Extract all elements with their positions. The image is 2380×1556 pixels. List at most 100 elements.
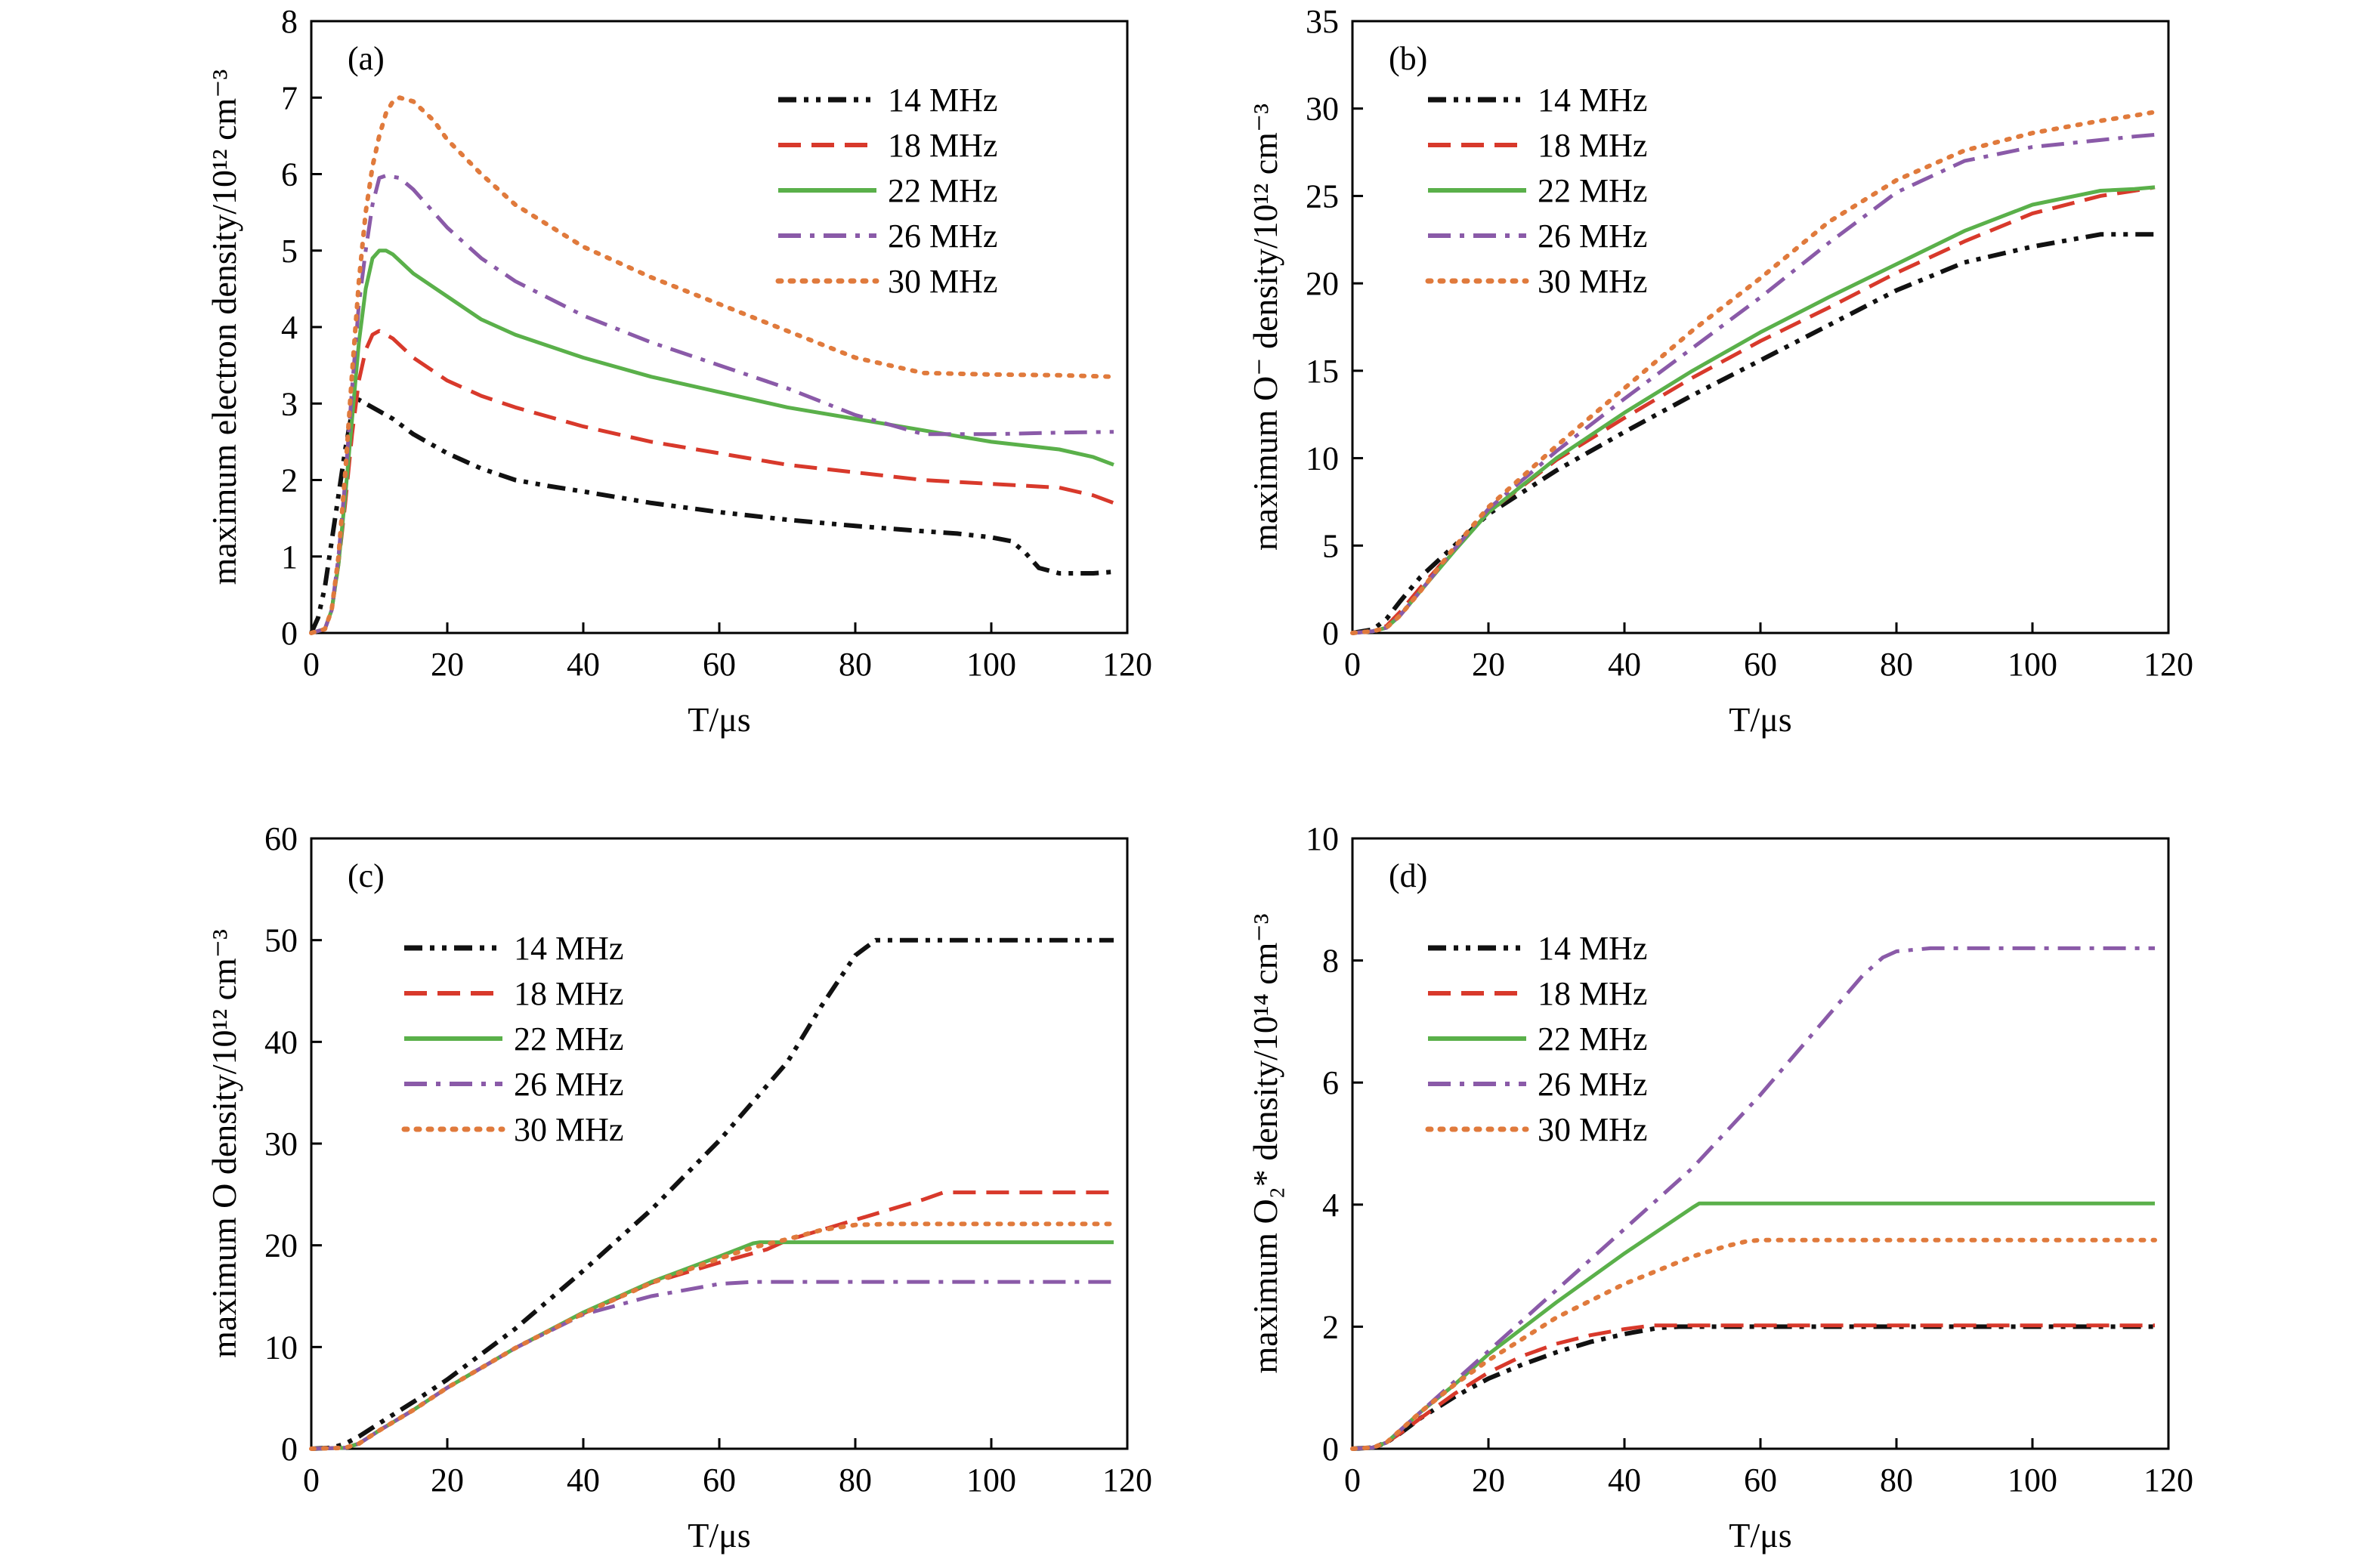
plot-frame bbox=[1351, 837, 2170, 1450]
y-tick-label: 0 bbox=[281, 1431, 298, 1468]
y-tick-label: 5 bbox=[1322, 527, 1339, 564]
x-axis-title: T/μs bbox=[1729, 1516, 1791, 1554]
series-line-26-mhz bbox=[311, 1280, 1114, 1451]
x-axis-title: T/μs bbox=[688, 1516, 750, 1554]
series-line-14-mhz bbox=[1352, 232, 2155, 635]
series-line-14-mhz bbox=[311, 937, 1114, 1451]
y-tick-label: 1 bbox=[281, 539, 298, 576]
legend-label: 26 MHz bbox=[888, 218, 997, 255]
y-tick-label: 2 bbox=[1322, 1308, 1339, 1345]
legend-label: 22 MHz bbox=[888, 172, 997, 209]
series-line-14-mhz bbox=[309, 397, 1114, 634]
x-tick-label: 100 bbox=[966, 646, 1016, 683]
x-axis-title: T/μs bbox=[688, 700, 750, 739]
legend-label: 18 MHz bbox=[514, 975, 623, 1012]
x-tick-label: 100 bbox=[966, 1462, 1016, 1499]
x-tick-label: 120 bbox=[2144, 646, 2193, 683]
x-tick-label: 0 bbox=[1344, 646, 1361, 683]
series-line-14-mhz bbox=[1352, 1324, 2155, 1451]
y-tick-label: 4 bbox=[281, 309, 298, 346]
y-tick-label: 6 bbox=[281, 156, 298, 193]
x-tick-label: 40 bbox=[567, 1462, 600, 1499]
legend-label: 14 MHz bbox=[514, 930, 623, 967]
y-tick-label: 25 bbox=[1306, 178, 1339, 215]
legend: 14 MHz 18 MHz 22 MHz 26 MHz 30 MHz bbox=[775, 82, 997, 300]
x-tick-label: 20 bbox=[1472, 646, 1505, 683]
x-tick-label: 60 bbox=[703, 646, 736, 683]
plot-frame bbox=[1351, 20, 2170, 634]
panel-label: (c) bbox=[348, 857, 385, 894]
x-tick-label: 100 bbox=[2008, 1462, 2057, 1499]
x-tick-label: 120 bbox=[2144, 1462, 2193, 1499]
x-tick-label: 80 bbox=[1880, 646, 1913, 683]
x-tick-label: 20 bbox=[431, 1462, 464, 1499]
y-tick-label: 20 bbox=[1306, 265, 1339, 302]
legend: 14 MHz 18 MHz 22 MHz 26 MHz 30 MHz bbox=[1425, 82, 1647, 300]
series-line-22-mhz bbox=[311, 249, 1114, 635]
y-tick-label: 30 bbox=[264, 1125, 298, 1162]
x-tick-label: 60 bbox=[1744, 1462, 1777, 1499]
x-tick-label: 80 bbox=[839, 646, 872, 683]
x-tick-label: 60 bbox=[703, 1462, 736, 1499]
legend-label: 22 MHz bbox=[1538, 172, 1647, 209]
x-tick-label: 100 bbox=[2008, 646, 2057, 683]
y-tick-label: 60 bbox=[264, 820, 298, 857]
legend-label: 26 MHz bbox=[1538, 218, 1647, 255]
y-axis-title: maximum O₂* density/10¹⁴ cm⁻³ bbox=[1246, 913, 1284, 1373]
legend-label: 30 MHz bbox=[888, 263, 997, 300]
y-tick-label: 0 bbox=[1322, 615, 1339, 652]
x-tick-label: 80 bbox=[1880, 1462, 1913, 1499]
series-line-18-mhz bbox=[311, 1190, 1114, 1451]
legend-label: 14 MHz bbox=[1538, 82, 1647, 119]
x-tick-label: 60 bbox=[1744, 646, 1777, 683]
y-tick-label: 4 bbox=[1322, 1187, 1339, 1224]
y-tick-label: 0 bbox=[1322, 1431, 1339, 1468]
legend-label: 18 MHz bbox=[1538, 975, 1647, 1012]
legend-label: 22 MHz bbox=[514, 1020, 623, 1057]
series-line-18-mhz bbox=[1352, 185, 2156, 635]
y-tick-label: 5 bbox=[281, 233, 298, 270]
series-line-30-mhz bbox=[1350, 1237, 2157, 1451]
chart-panel-1: 0 20 40 60 80 100 120 0 1 2 3 4 5 6 7 8 T/μs maximum elec… bbox=[205, 3, 1152, 739]
y-tick-label: 8 bbox=[281, 3, 298, 40]
x-tick-label: 0 bbox=[1344, 1462, 1361, 1499]
x-tick-label: 80 bbox=[839, 1462, 872, 1499]
legend-label: 14 MHz bbox=[1538, 930, 1647, 967]
panel-label: (b) bbox=[1389, 40, 1427, 77]
y-tick-label: 6 bbox=[1322, 1064, 1339, 1101]
legend-label: 30 MHz bbox=[514, 1111, 623, 1148]
series-line-22-mhz bbox=[311, 1240, 1114, 1451]
x-tick-label: 0 bbox=[303, 646, 320, 683]
panel-label: (d) bbox=[1389, 857, 1427, 894]
y-tick-label: 35 bbox=[1306, 3, 1339, 40]
series-line-26-mhz bbox=[1352, 946, 2155, 1451]
legend: 14 MHz 18 MHz 22 MHz 26 MHz 30 MHz bbox=[401, 930, 623, 1148]
x-tick-label: 120 bbox=[1102, 646, 1152, 683]
y-axis-title: maximum O density/10¹² cm⁻³ bbox=[205, 929, 243, 1358]
series-line-30-mhz bbox=[1350, 110, 2157, 635]
legend-label: 14 MHz bbox=[888, 82, 997, 119]
y-tick-label: 2 bbox=[281, 462, 298, 499]
y-tick-label: 0 bbox=[281, 615, 298, 652]
x-tick-label: 0 bbox=[303, 1462, 320, 1499]
y-tick-label: 40 bbox=[264, 1023, 298, 1060]
legend: 14 MHz 18 MHz 22 MHz 26 MHz 30 MHz bbox=[1425, 930, 1647, 1148]
legend-label: 22 MHz bbox=[1538, 1020, 1647, 1057]
series-line-22-mhz bbox=[1352, 185, 2156, 635]
y-tick-label: 10 bbox=[1306, 440, 1339, 477]
series-line-30-mhz bbox=[309, 95, 1116, 635]
y-tick-label: 50 bbox=[264, 922, 298, 959]
legend-label: 30 MHz bbox=[1538, 263, 1647, 300]
y-axis-title: maximum electron density/10¹² cm⁻³ bbox=[205, 69, 243, 585]
y-tick-label: 7 bbox=[281, 79, 298, 116]
legend-label: 18 MHz bbox=[888, 127, 997, 164]
series-line-30-mhz bbox=[309, 1221, 1116, 1451]
y-tick-label: 8 bbox=[1322, 943, 1339, 980]
x-axis-title: T/μs bbox=[1729, 700, 1791, 739]
series-line-18-mhz bbox=[311, 329, 1114, 635]
series-line-26-mhz bbox=[1352, 132, 2156, 635]
x-tick-label: 20 bbox=[1472, 1462, 1505, 1499]
x-tick-label: 120 bbox=[1102, 1462, 1152, 1499]
chart-panel-4: 0 20 40 60 80 100 120 0 2 4 6 8 10 T/μs maximum O₂* de… bbox=[1246, 820, 2193, 1554]
y-tick-label: 15 bbox=[1306, 353, 1339, 390]
